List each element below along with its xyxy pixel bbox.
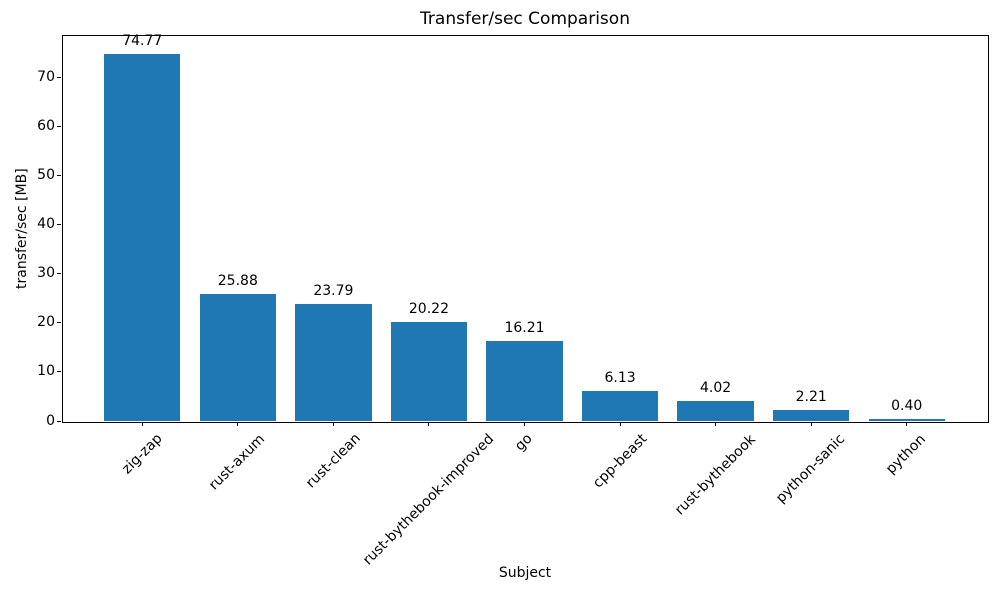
x-tick (524, 422, 525, 426)
y-tick (57, 420, 61, 422)
y-tick (57, 273, 61, 275)
bar-value-label: 2.21 (795, 389, 827, 406)
bar-go (486, 341, 563, 421)
y-tick (57, 371, 61, 373)
x-tick-label: rust-clean (302, 430, 364, 492)
y-tick-label: 20 (37, 314, 55, 331)
bar-value-label: 0.40 (891, 398, 923, 415)
x-tick (428, 422, 430, 426)
bar-value-label: 6.13 (604, 369, 636, 386)
y-tick-label: 60 (37, 118, 55, 135)
bar-python (868, 419, 945, 421)
y-tick-label: 40 (37, 216, 55, 233)
bar-value-label: 16.21 (504, 320, 545, 337)
x-tick-label: rust-bythebook-improved (359, 430, 498, 569)
y-tick (57, 77, 61, 79)
x-tick (237, 422, 239, 426)
bar-rust-axum (199, 294, 277, 421)
y-tick (57, 224, 61, 226)
bar-cpp-beast (581, 390, 659, 421)
bar-rust-clean (295, 304, 372, 421)
y-tick-label: 50 (37, 167, 55, 184)
y-tick-label: 30 (37, 265, 55, 282)
x-tick-label: python (883, 431, 930, 477)
bar-rust-bythebook-improved (390, 321, 468, 421)
bar-value-label: 23.79 (313, 283, 354, 300)
bar-value-label: 4.02 (700, 380, 732, 397)
y-axis-label: transfer/sec [MB] (13, 167, 30, 289)
y-tick (57, 175, 61, 177)
bar-value-label: 25.88 (217, 273, 258, 290)
bar-zig-zap (104, 54, 181, 421)
y-tick (57, 322, 61, 324)
x-tick (619, 422, 621, 426)
bar-value-label: 20.22 (408, 300, 449, 317)
bar-python-sanic (772, 410, 850, 421)
x-tick (141, 422, 143, 426)
x-tick (332, 422, 334, 426)
x-tick-label: zig-zap (118, 430, 166, 478)
y-tick-label: 10 (37, 363, 55, 380)
y-tick-label: 70 (37, 69, 55, 86)
x-tick (810, 422, 812, 426)
x-axis-label: Subject (498, 565, 552, 581)
y-tick-label: 0 (46, 412, 55, 429)
x-tick-label: go (512, 430, 537, 455)
bar-value-label: 74.77 (122, 33, 163, 50)
y-tick (57, 126, 61, 128)
bar-rust-bythebook (677, 401, 754, 421)
x-tick-label: python-sanic (773, 430, 849, 506)
x-tick-label: cpp-beast (589, 430, 651, 492)
x-tick (715, 422, 717, 426)
chart-title: Transfer/sec Comparison (420, 9, 630, 29)
x-tick-label: rust-bythebook (671, 431, 759, 518)
x-tick (906, 422, 908, 426)
x-tick-label: rust-axum (206, 431, 269, 494)
